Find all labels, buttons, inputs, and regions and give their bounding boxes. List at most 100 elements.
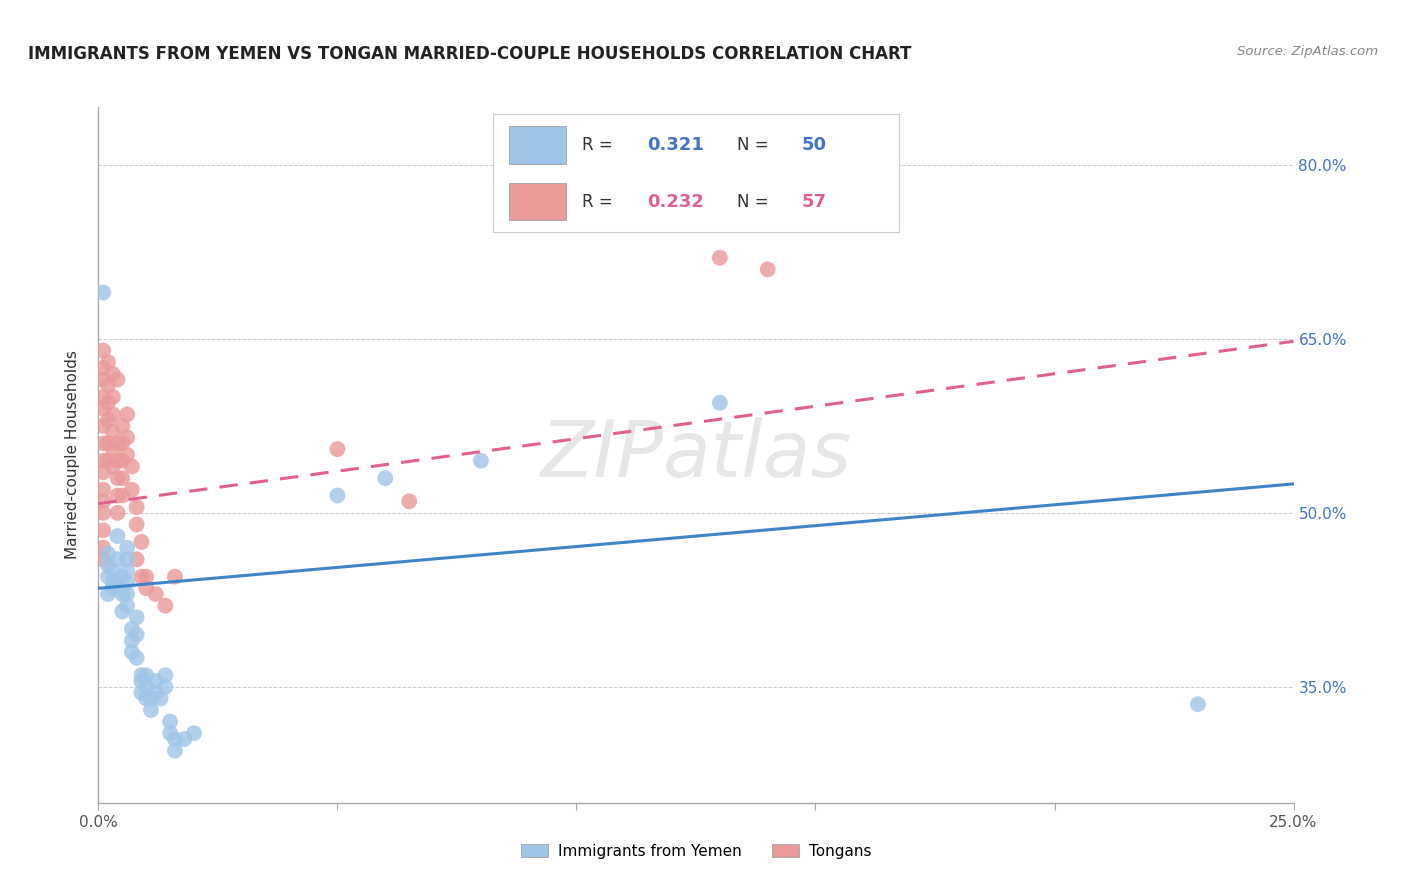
Point: [125, 500, 148, 514]
Text: IMMIGRANTS FROM YEMEN VS TONGAN MARRIED-COUPLE HOUSEHOLDS CORRELATION CHART: IMMIGRANTS FROM YEMEN VS TONGAN MARRIED-…: [28, 45, 911, 62]
Point: [155, 680, 177, 694]
Point: [183, 726, 205, 740]
Point: [91, 285, 114, 300]
Point: [101, 407, 124, 422]
Point: [756, 262, 779, 277]
Point: [91, 373, 114, 387]
Point: [101, 390, 124, 404]
Point: [139, 691, 162, 706]
Point: [111, 471, 134, 485]
Point: [101, 425, 124, 439]
Point: [91, 453, 114, 467]
Point: [155, 599, 177, 613]
Point: [139, 703, 162, 717]
Point: [107, 373, 129, 387]
Point: [135, 582, 157, 596]
Point: [91, 360, 114, 375]
Point: [135, 668, 157, 682]
Point: [101, 582, 124, 596]
Point: [149, 691, 172, 706]
Point: [326, 489, 349, 503]
Point: [91, 466, 114, 480]
Point: [145, 674, 167, 689]
Legend: Immigrants from Yemen, Tongans: Immigrants from Yemen, Tongans: [515, 838, 877, 864]
Point: [91, 390, 114, 404]
Point: [101, 367, 124, 381]
Point: [326, 442, 349, 456]
Point: [97, 453, 120, 467]
Point: [91, 343, 114, 358]
Point: [115, 448, 138, 462]
Point: [107, 575, 129, 590]
Point: [173, 731, 195, 746]
Point: [97, 546, 120, 561]
Point: [107, 506, 129, 520]
Point: [470, 453, 492, 467]
Point: [115, 599, 138, 613]
Point: [125, 651, 148, 665]
Point: [91, 552, 114, 566]
Point: [91, 494, 114, 508]
Point: [121, 645, 143, 659]
Point: [145, 686, 167, 700]
Point: [121, 483, 143, 497]
Point: [125, 552, 148, 566]
Point: [111, 419, 134, 434]
Point: [101, 575, 124, 590]
Point: [107, 453, 129, 467]
Point: [107, 471, 129, 485]
Point: [97, 378, 120, 392]
Point: [115, 541, 138, 555]
Point: [131, 674, 153, 689]
Point: [91, 419, 114, 434]
Point: [155, 668, 177, 682]
Point: [135, 570, 157, 584]
Point: [115, 587, 138, 601]
Point: [115, 431, 138, 445]
Point: [115, 407, 138, 422]
Point: [131, 686, 153, 700]
Point: [91, 401, 114, 416]
Point: [111, 570, 134, 584]
Point: [101, 459, 124, 474]
Point: [97, 413, 120, 427]
Y-axis label: Married-couple Households: Married-couple Households: [65, 351, 80, 559]
Point: [163, 744, 186, 758]
Point: [135, 691, 157, 706]
Point: [145, 587, 167, 601]
Point: [107, 529, 129, 543]
Point: [107, 552, 129, 566]
Point: [135, 680, 157, 694]
Point: [159, 726, 181, 740]
Point: [125, 628, 148, 642]
Point: [97, 355, 120, 369]
Point: [107, 436, 129, 450]
Point: [163, 570, 186, 584]
Point: [111, 587, 134, 601]
Point: [709, 395, 731, 409]
Point: [1187, 698, 1209, 712]
Point: [107, 489, 129, 503]
Point: [121, 633, 143, 648]
Point: [398, 494, 420, 508]
Point: [91, 541, 114, 555]
Point: [91, 483, 114, 497]
Point: [97, 587, 120, 601]
Point: [131, 534, 153, 549]
Point: [111, 605, 134, 619]
Point: [101, 442, 124, 456]
Point: [101, 564, 124, 578]
Point: [111, 436, 134, 450]
Point: [91, 436, 114, 450]
Point: [111, 453, 134, 467]
Point: [97, 558, 120, 573]
Point: [115, 575, 138, 590]
Point: [97, 436, 120, 450]
Point: [163, 731, 186, 746]
Point: [131, 570, 153, 584]
Point: [121, 459, 143, 474]
Point: [131, 668, 153, 682]
Text: ZIPatlas: ZIPatlas: [540, 417, 852, 493]
Text: Source: ZipAtlas.com: Source: ZipAtlas.com: [1237, 45, 1378, 58]
Point: [374, 471, 396, 485]
